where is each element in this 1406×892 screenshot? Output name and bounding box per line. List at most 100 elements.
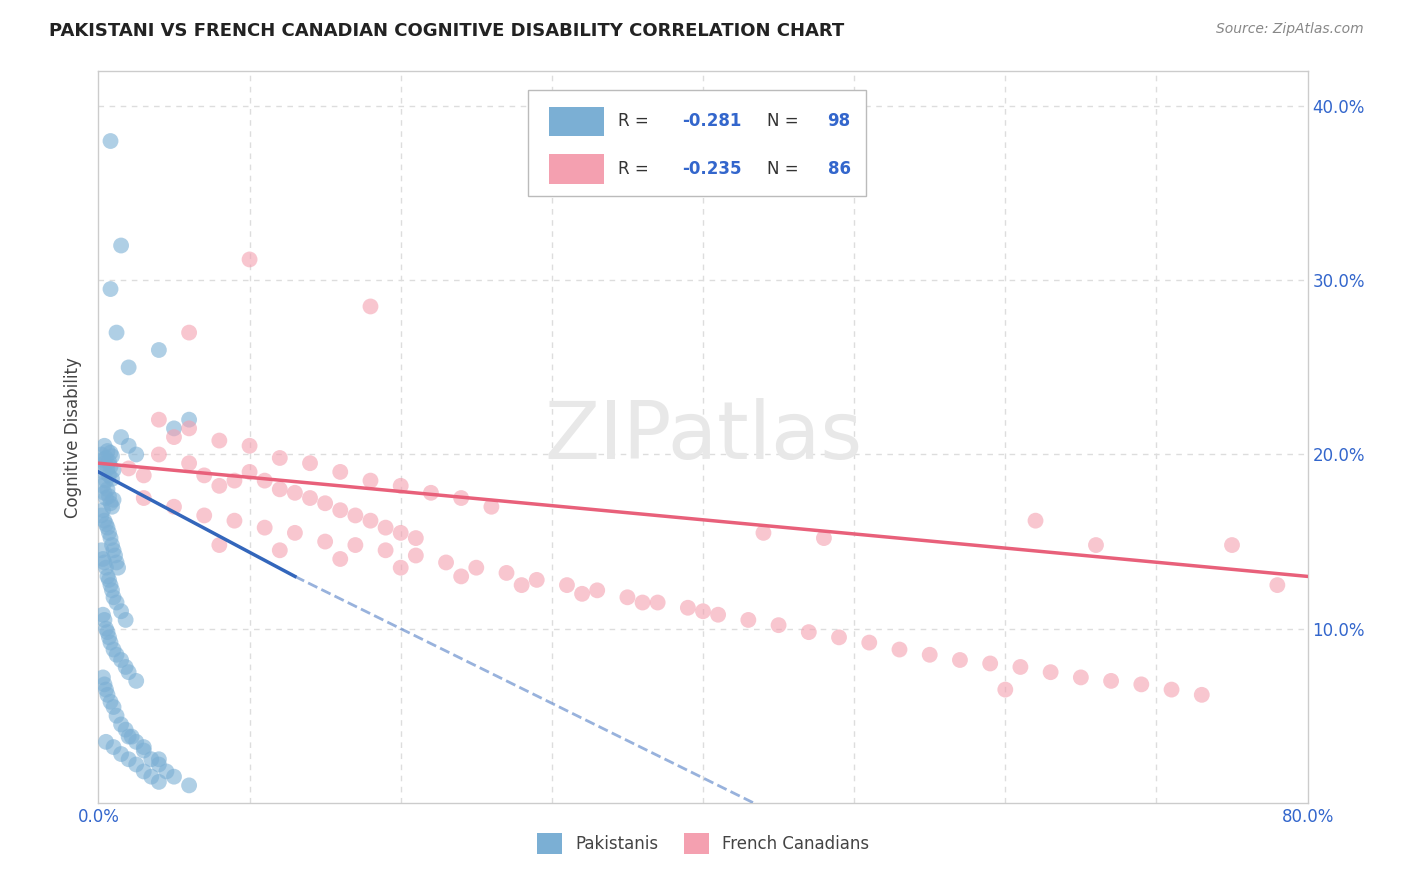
Point <box>96 483 118 497</box>
Point <box>94 491 117 505</box>
Point <box>96 444 118 458</box>
Point <box>163 430 186 444</box>
Point <box>828 631 851 645</box>
Point <box>100 578 122 592</box>
Point <box>148 412 170 426</box>
Point <box>510 578 533 592</box>
Point <box>125 735 148 749</box>
Point <box>132 468 155 483</box>
Point <box>118 730 141 744</box>
Point <box>752 525 775 540</box>
Point <box>118 360 141 375</box>
Point <box>193 468 215 483</box>
Point <box>101 583 124 598</box>
Point <box>96 461 118 475</box>
Text: PAKISTANI VS FRENCH CANADIAN COGNITIVE DISABILITY CORRELATION CHART: PAKISTANI VS FRENCH CANADIAN COGNITIVE D… <box>49 22 845 40</box>
Point <box>253 521 276 535</box>
Text: 86: 86 <box>828 161 851 178</box>
Point <box>405 549 427 563</box>
Point <box>434 556 457 570</box>
Point <box>110 653 132 667</box>
Point <box>224 474 246 488</box>
Point <box>179 456 201 470</box>
Point <box>155 764 177 779</box>
Point <box>239 439 262 453</box>
Point <box>299 491 322 505</box>
Bar <box>550 107 603 136</box>
Point <box>94 517 117 532</box>
Point <box>132 743 155 757</box>
Point <box>374 521 396 535</box>
Point <box>1010 660 1032 674</box>
Point <box>114 613 136 627</box>
Text: -0.281: -0.281 <box>682 112 742 130</box>
Point <box>110 604 132 618</box>
Point <box>110 747 132 761</box>
Point <box>118 439 141 453</box>
Point <box>103 543 125 558</box>
Point <box>979 657 1001 671</box>
Point <box>163 770 186 784</box>
Point <box>1267 578 1289 592</box>
Text: N =: N = <box>768 112 804 130</box>
Point <box>132 740 155 755</box>
Point <box>631 595 654 609</box>
Point <box>98 454 121 468</box>
Point <box>389 560 412 574</box>
Point <box>94 622 117 636</box>
Point <box>93 439 115 453</box>
Point <box>118 461 141 475</box>
Point <box>148 757 170 772</box>
Point <box>100 531 122 545</box>
Point <box>208 479 231 493</box>
Point <box>360 300 382 314</box>
Point <box>91 552 114 566</box>
Point <box>360 474 382 488</box>
Bar <box>550 154 603 184</box>
Text: 98: 98 <box>828 112 851 130</box>
Point <box>91 452 114 467</box>
Point <box>465 560 488 574</box>
Point <box>647 595 669 609</box>
Point <box>96 688 118 702</box>
Point <box>93 613 115 627</box>
Point <box>1070 670 1092 684</box>
Point <box>93 485 115 500</box>
Point <box>208 538 231 552</box>
Point <box>94 735 117 749</box>
Point <box>125 673 148 688</box>
Point <box>100 695 122 709</box>
Point <box>208 434 231 448</box>
Point <box>420 485 443 500</box>
Point <box>110 717 132 731</box>
Point <box>101 538 124 552</box>
Point <box>526 573 548 587</box>
Point <box>329 503 352 517</box>
Point <box>389 479 412 493</box>
Point <box>163 421 186 435</box>
Point <box>100 282 122 296</box>
Point <box>100 635 122 649</box>
Point <box>1039 665 1062 680</box>
Point <box>93 514 115 528</box>
Point <box>125 757 148 772</box>
Point <box>450 569 472 583</box>
Point <box>269 483 291 497</box>
Point <box>1024 514 1046 528</box>
Point <box>94 682 117 697</box>
Point <box>481 500 503 514</box>
Point <box>299 456 322 470</box>
Point <box>91 479 114 493</box>
Point <box>93 456 115 470</box>
Point <box>239 252 262 267</box>
Point <box>103 740 125 755</box>
Text: ZIPatlas: ZIPatlas <box>544 398 862 476</box>
Point <box>103 463 125 477</box>
Point <box>737 613 759 627</box>
Point <box>141 770 163 784</box>
Point <box>179 326 201 340</box>
Point <box>94 560 117 574</box>
Point <box>103 591 125 605</box>
Point <box>90 543 112 558</box>
Text: Source: ZipAtlas.com: Source: ZipAtlas.com <box>1216 22 1364 37</box>
